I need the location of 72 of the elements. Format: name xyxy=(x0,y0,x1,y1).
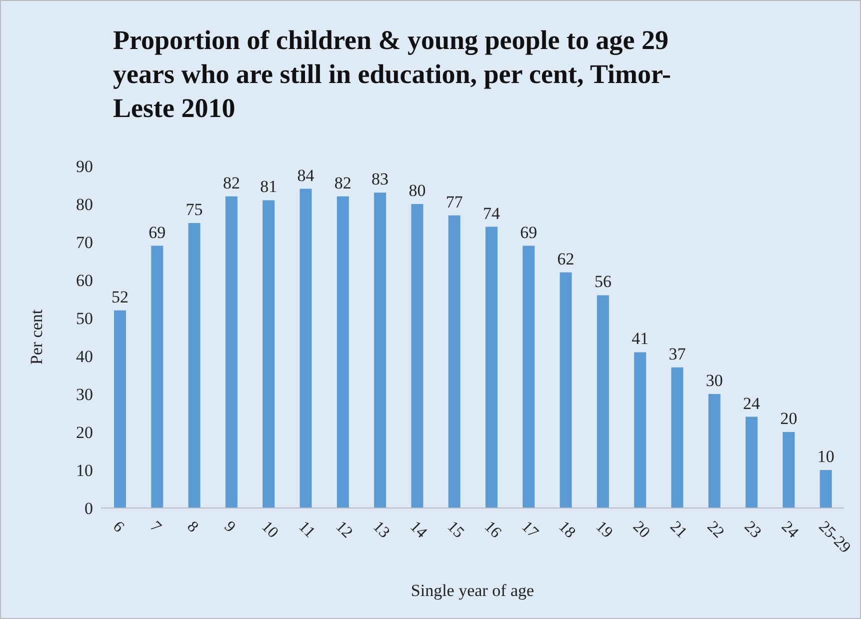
data-label: 41 xyxy=(632,329,649,348)
x-tick-label: 23 xyxy=(740,518,764,542)
x-tick-label: 11 xyxy=(295,518,318,542)
x-tick-label: 16 xyxy=(480,518,504,542)
bar xyxy=(746,416,758,508)
y-tick-label: 30 xyxy=(76,385,93,404)
bar xyxy=(671,367,684,508)
bar xyxy=(188,223,200,508)
x-tick-label: 7 xyxy=(146,518,164,536)
data-label: 56 xyxy=(594,272,612,292)
bar xyxy=(151,246,164,508)
bar xyxy=(486,226,498,508)
data-label: 81 xyxy=(260,177,278,196)
x-tick-label: 12 xyxy=(332,518,356,542)
data-label: 10 xyxy=(817,447,834,466)
x-tick-label: 6 xyxy=(109,518,128,536)
bar xyxy=(114,310,126,508)
x-axis-title: Single year of age xyxy=(410,581,534,600)
data-label: 80 xyxy=(408,181,426,200)
data-label: 69 xyxy=(148,222,166,242)
bar xyxy=(708,394,720,508)
data-label: 69 xyxy=(520,222,538,242)
bar xyxy=(411,204,424,508)
data-label: 37 xyxy=(668,344,686,364)
x-tick-label: 10 xyxy=(258,518,282,542)
y-axis-title: Per cent xyxy=(27,309,46,365)
bar xyxy=(634,352,646,508)
x-tick-label: 24 xyxy=(778,518,802,542)
x-tick-label: 21 xyxy=(666,518,690,542)
bar xyxy=(374,192,386,508)
y-tick-label: 10 xyxy=(76,461,93,480)
y-tick-label: 70 xyxy=(76,233,93,252)
bar xyxy=(522,246,535,508)
x-tick-label: 19 xyxy=(592,518,616,542)
data-label: 62 xyxy=(557,249,574,268)
x-tick-label: 22 xyxy=(704,518,728,542)
data-label: 75 xyxy=(186,200,203,219)
bar xyxy=(262,200,275,508)
bar xyxy=(300,188,312,508)
x-tick-label: 20 xyxy=(629,518,653,542)
data-label: 82 xyxy=(222,173,240,192)
data-label: 82 xyxy=(334,173,352,192)
x-tick-label: 17 xyxy=(518,518,542,542)
x-tick-label: 14 xyxy=(406,518,430,542)
x-tick-label: 18 xyxy=(555,518,579,542)
y-tick-label: 80 xyxy=(76,195,93,214)
y-tick-label: 40 xyxy=(76,347,93,366)
x-tick-label: 15 xyxy=(444,518,468,542)
y-tick-label: 0 xyxy=(84,499,93,518)
data-label: 74 xyxy=(483,204,500,223)
bar xyxy=(336,196,349,508)
bar xyxy=(448,215,460,508)
bar xyxy=(225,196,238,508)
bar xyxy=(596,295,609,508)
chart-title: Proportion of children & young people to age 29 years who are still in education, per cent, Timor-Leste 2010 xyxy=(113,24,672,125)
data-label: 52 xyxy=(112,287,128,306)
bar xyxy=(820,470,832,508)
y-tick-label: 50 xyxy=(76,309,93,328)
data-label: 77 xyxy=(446,192,464,212)
x-tick-label: 8 xyxy=(184,518,202,536)
data-label: 30 xyxy=(706,371,723,390)
x-tick-label: 9 xyxy=(220,518,239,536)
y-tick-label: 60 xyxy=(76,271,93,290)
bar xyxy=(560,272,572,508)
bar xyxy=(782,432,795,508)
data-label: 20 xyxy=(780,409,798,428)
x-tick-label: 13 xyxy=(369,518,393,542)
y-tick-label: 20 xyxy=(76,423,93,442)
data-label: 83 xyxy=(372,170,389,189)
y-tick-label: 90 xyxy=(76,157,93,176)
data-label: 24 xyxy=(743,394,761,413)
data-label: 84 xyxy=(297,166,315,185)
